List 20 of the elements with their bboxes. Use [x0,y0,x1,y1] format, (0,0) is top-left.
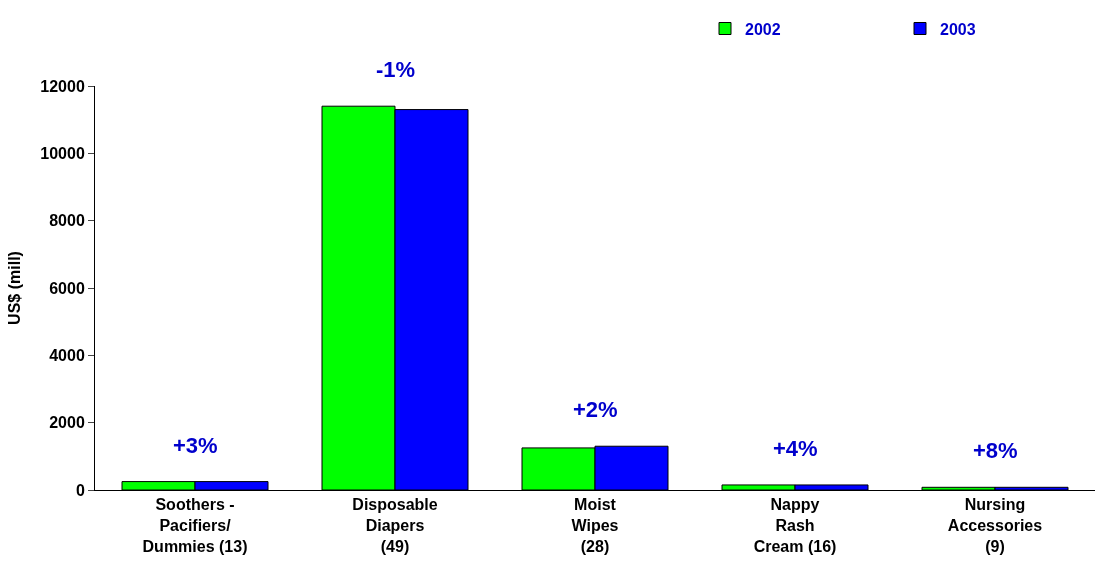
y-axis-title: US$ (mill) [6,251,24,325]
y-tick-label: 8000 [49,212,85,230]
y-tick-label: 4000 [49,346,85,364]
legend-label: 2003 [940,20,976,38]
annotation: -1% [376,57,416,82]
annotation: +8% [973,438,1018,463]
y-tick-label: 0 [75,481,85,499]
x-tick-label: Moist Wipes (28) [571,496,619,555]
legend-label: 2002 [745,20,781,38]
y-tick-label: 6000 [49,279,85,297]
x-tick-label: Nappy Rash Cream (16) [753,496,837,555]
y-tick-label: 10000 [40,144,85,162]
x-tick-label: Soothers - Pacifiers/ Dummies (13) [142,496,248,555]
y-tick-label: 2000 [49,414,85,432]
x-tick-label: Nursing Accessories (9) [947,496,1043,555]
annotation: +2% [573,397,618,422]
annotation: +4% [773,436,818,461]
annotation: +3% [173,433,218,458]
x-tick-label: Disposable Diapers (49) [352,496,438,555]
y-tick-label: 12000 [40,77,85,95]
